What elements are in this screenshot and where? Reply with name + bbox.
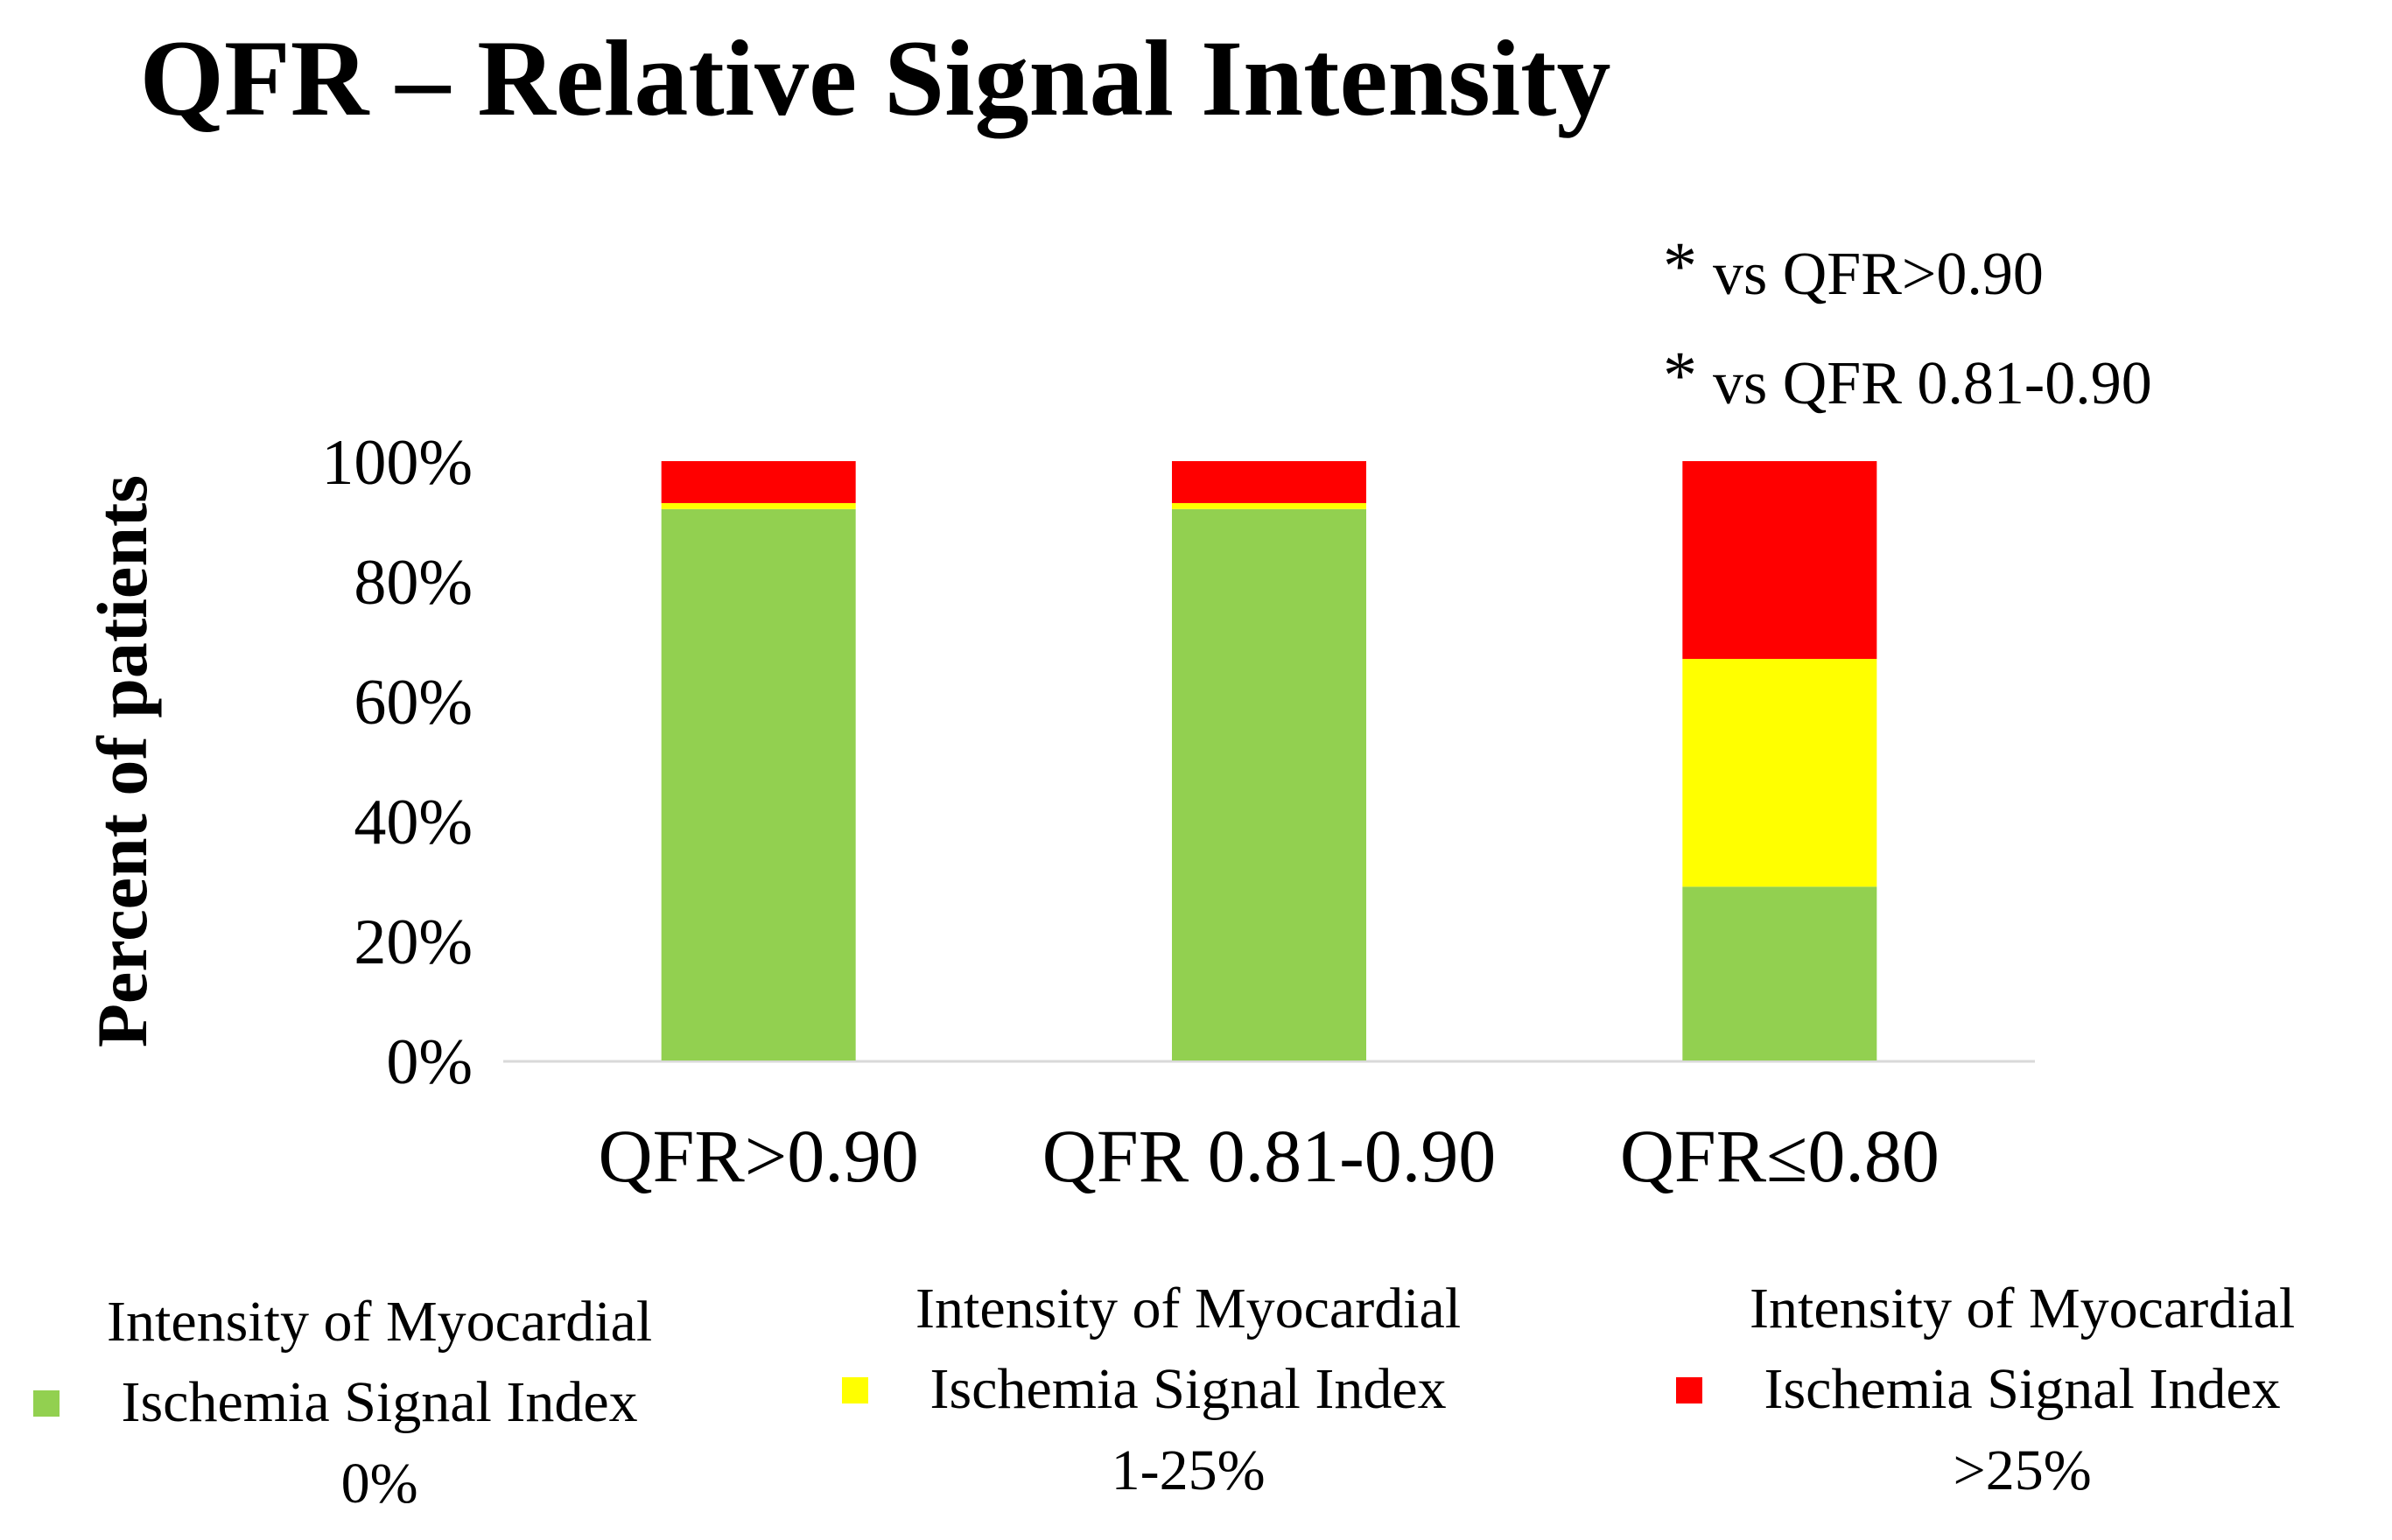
chart-title: QFR – Relative Signal Intensity (139, 18, 1611, 138)
legend-line: Ischemia Signal Index (929, 1357, 1447, 1422)
bar-segment-red-3 (1682, 461, 1877, 660)
legend-label-yellow: Intensity of Myocardial Ischemia Signal … (915, 1269, 1461, 1511)
bar-segment-red-1 (661, 461, 856, 503)
y-tick-label: 80% (354, 547, 473, 619)
x-tick-label: QFR>0.90 (599, 1114, 919, 1198)
legend-line: Intensity of Myocardial (1750, 1277, 2296, 1340)
bar-segment-green-2 (1172, 508, 1366, 1060)
bar-segment-green-3 (1682, 886, 1877, 1060)
legend-swatch-red (1676, 1376, 1702, 1404)
legend-swatch-green (33, 1390, 60, 1417)
x-tick-label: QFR≤0.80 (1620, 1114, 1940, 1198)
annotation-star-2: * (1663, 337, 1697, 413)
legend-line: Ischemia Signal Index (121, 1370, 638, 1435)
significance-annotation-2: * vs QFR 0.81-0.90 (1663, 341, 2152, 415)
bar-segment-yellow-3 (1682, 659, 1877, 887)
bar-segment-yellow-2 (1172, 502, 1366, 509)
annotation-text-1: vs QFR>0.90 (1713, 241, 2044, 308)
plot-area: 0% 20% 40% 60% 80% 100% QFR>0.90 QFR 0.81-0.90 Q… (321, 427, 2035, 1198)
x-tick-label: QFR 0.81-0.90 (1042, 1114, 1496, 1198)
bar-segment-green-1 (661, 508, 856, 1060)
y-tick-label: 0% (386, 1026, 473, 1098)
y-tick-label: 100% (321, 427, 473, 499)
legend-label-red: Intensity of Myocardial Ischemia Signal … (1750, 1269, 2295, 1511)
y-tick-label: 60% (354, 667, 473, 738)
legend-line: Intensity of Myocardial (107, 1290, 653, 1354)
annotation-text-2: vs QFR 0.81-0.90 (1713, 350, 2152, 417)
y-tick-label: 40% (354, 787, 473, 858)
annotation-star-1: * (1663, 228, 1697, 304)
y-tick-label: 20% (354, 906, 473, 978)
legend-line: Intensity of Myocardial (915, 1277, 1462, 1340)
legend-line: >25% (1953, 1438, 2092, 1502)
legend-line: 0% (340, 1451, 418, 1516)
legend-item-green: Intensity of Myocardial Ischemia Signal … (33, 1282, 652, 1524)
legend-item-yellow: Intensity of Myocardial Ischemia Signal … (842, 1269, 1461, 1511)
significance-annotation-1: * vs QFR>0.90 (1663, 232, 2044, 305)
legend-swatch-yellow (842, 1376, 868, 1404)
y-axis-label: Percent of patients (82, 474, 162, 1048)
legend-label-green: Intensity of Myocardial Ischemia Signal … (107, 1282, 652, 1524)
legend-item-red: Intensity of Myocardial Ischemia Signal … (1676, 1269, 2295, 1511)
bar-segment-red-2 (1172, 461, 1366, 503)
legend-line: Ischemia Signal Index (1764, 1357, 2281, 1422)
legend-line: 1-25% (1111, 1438, 1266, 1502)
bar-segment-yellow-1 (661, 502, 856, 509)
